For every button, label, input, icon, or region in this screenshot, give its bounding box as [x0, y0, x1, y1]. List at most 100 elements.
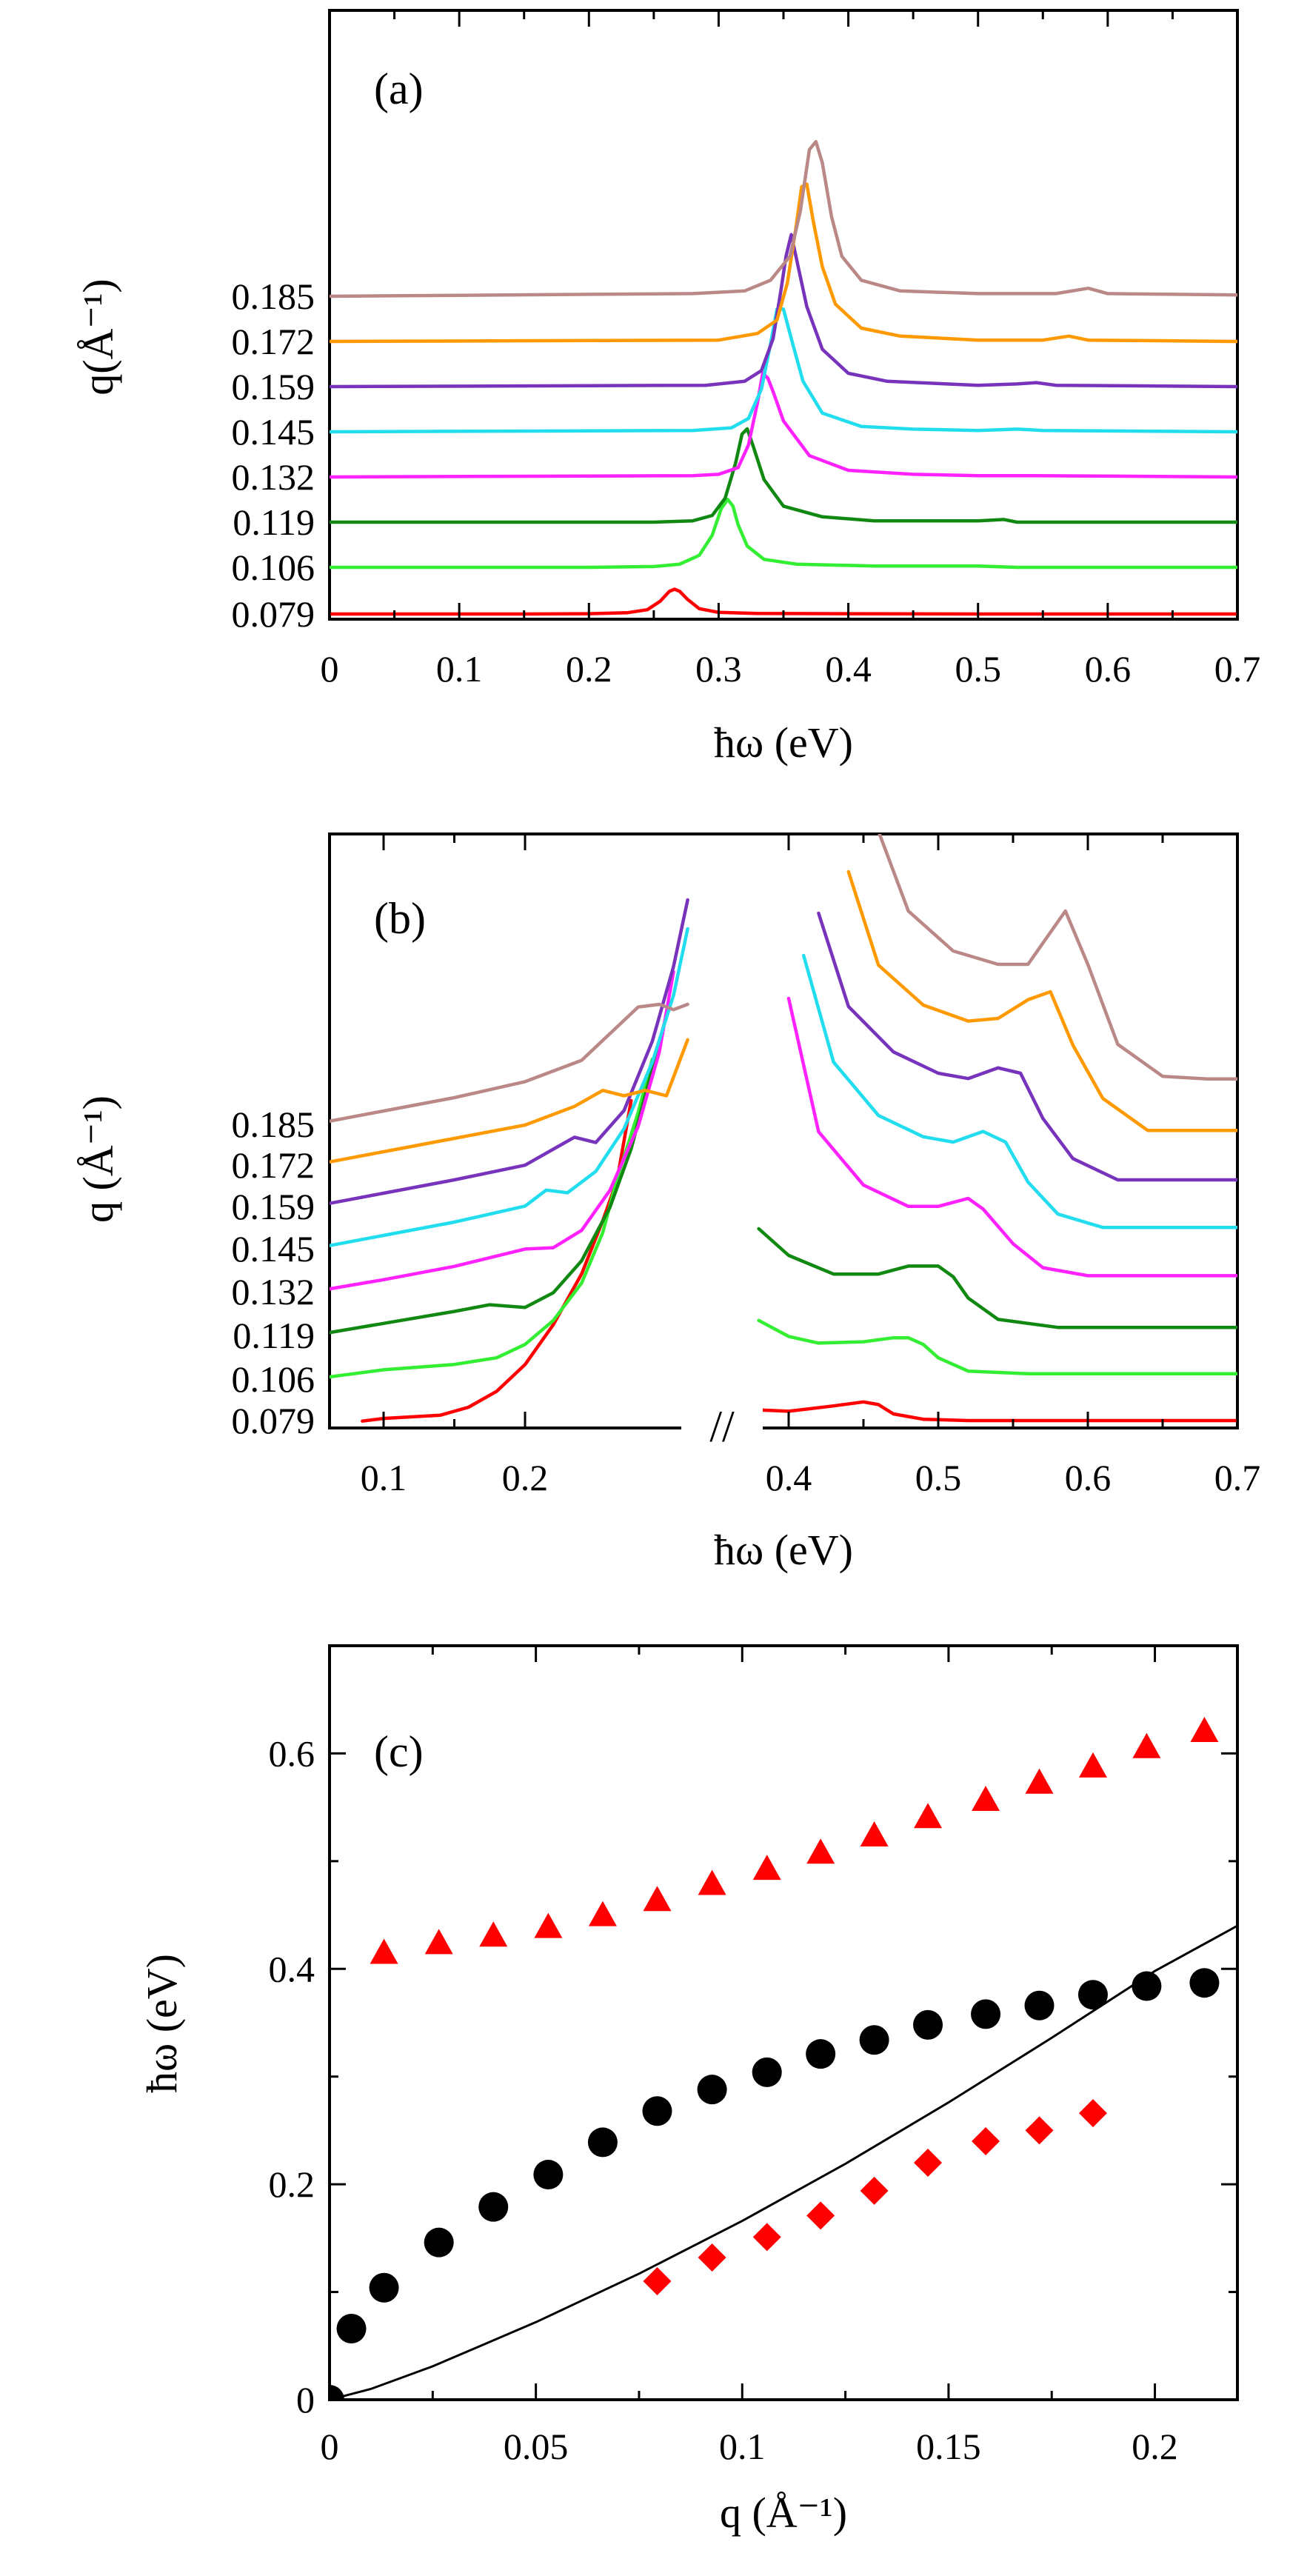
panel-b-curve-left-0.106: [330, 1057, 655, 1379]
panel-c-x-axis-label: q (Å⁻¹): [720, 2489, 847, 2537]
panel-c-frame: [328, 1644, 1239, 2401]
panel-a-curve-0.159: [330, 233, 1237, 389]
panel-c-triangle-point: [370, 1938, 398, 1964]
panel-b-curve-left-0.079: [361, 1098, 633, 1423]
panel-c-y-axis-label: ħω (eV): [138, 1954, 186, 2093]
panel-b-y-tick-label: 0.119: [233, 1315, 315, 1356]
panel-b-curve-left-0.159: [330, 898, 689, 1206]
panel-c-triangle-point: [424, 1929, 453, 1955]
panel-b: (b) 0.1 0.2 0.4 0.5 0.6 0.7 0.0790.1060.1190.…: [74, 832, 1261, 1574]
panel-a-curve-0.119: [330, 427, 1237, 524]
panel-b-curve-right-0.132: [786, 996, 1237, 1278]
panel-a: (a) 0 0.1 0.2 0.3 0.4 0.5 0.6 0.7 0.0790.1060.1…: [74, 9, 1260, 767]
panel-a-x-tick-label: 0.6: [1085, 648, 1132, 690]
panel-c-circle-point: [369, 2272, 399, 2303]
panel-c-diamond-point: [752, 2223, 781, 2252]
panel-c-circle-point: [1024, 1990, 1055, 2021]
panel-a-curve-0.172: [330, 182, 1237, 344]
panel-c-circle-point: [424, 2227, 454, 2258]
panel-b-x-tick-label: 0.2: [502, 1457, 549, 1498]
panel-b-curve-right-0.185: [878, 834, 1237, 1081]
panel-c-triangle-point: [914, 1803, 943, 1829]
panel-c-circle-point: [642, 2096, 672, 2126]
panel-b-curve-right-0.079: [757, 1400, 1237, 1423]
panel-c-circle-point: [336, 2314, 367, 2344]
panel-a-curve-0.145: [330, 307, 1237, 434]
panel-a-y-tick-label: 0.132: [232, 456, 315, 498]
axis-break-gap: [681, 1407, 763, 1449]
panel-c-triangle-point: [588, 1901, 617, 1926]
panel-c-diamond-point: [972, 2126, 1000, 2155]
panel-c-diamond-point: [914, 2149, 943, 2178]
panel-c-triangle-point: [1078, 1752, 1107, 1778]
panel-a-curve-0.185: [330, 139, 1237, 298]
panel-a-x-tick-label: 0.2: [566, 648, 612, 690]
panel-c-circle-point: [697, 2075, 727, 2105]
panel-c-diamond-point: [1025, 2116, 1054, 2145]
panel-b-curve-left-0.132: [330, 970, 675, 1291]
panel-a-curve-0.079: [330, 587, 1237, 616]
panel-b-curve-left-0.119: [330, 1013, 669, 1335]
panel-c-x-tick-label: 0.2: [1132, 2426, 1178, 2467]
panel-c-diamond-point: [806, 2201, 835, 2230]
panel-c-circle-point: [533, 2160, 564, 2190]
panel-b-curve-right-0.106: [757, 1318, 1237, 1376]
panel-b-curve-right-0.145: [801, 953, 1237, 1229]
panel-a-y-tick-label: 0.106: [232, 547, 315, 588]
panel-c-diamond-point: [643, 2267, 672, 2296]
panel-b-curve-right-0.119: [757, 1227, 1237, 1329]
panel-c-diamond-point: [1078, 2099, 1107, 2128]
panel-b-curve-left-0.145: [330, 927, 689, 1248]
panel-a-curves: [330, 139, 1237, 616]
panel-c-circle-point: [1132, 1971, 1162, 2001]
panel-a-y-tick-label: 0.172: [232, 321, 315, 362]
panel-c-x-tick-label: 0.1: [719, 2426, 766, 2467]
panel-c-circle-point: [913, 2009, 943, 2040]
panel-b-y-axis-label: q (Å⁻¹): [74, 1095, 122, 1223]
panel-b-y-tick-label: 0.132: [232, 1271, 315, 1312]
panel-c-triangle-point: [752, 1855, 781, 1881]
panel-c-circle-point: [587, 2127, 618, 2158]
panel-c-diamond-point: [698, 2243, 726, 2272]
panel-b-x-axis-label: ħω (eV): [714, 1526, 853, 1574]
panel-b-y-tick-label: 0.079: [232, 1400, 315, 1441]
panel-c-x-tick-label: 0.15: [916, 2426, 981, 2467]
panel-a-y-tick-label: 0.079: [232, 593, 315, 635]
panel-b-y-tick-label: 0.145: [232, 1228, 315, 1269]
panel-b-curve-left-0.185: [330, 1002, 689, 1124]
panel-b-label: (b): [374, 894, 426, 943]
panel-a-x-axis-label: ħω (eV): [714, 718, 853, 767]
panel-b-curves: [330, 834, 1237, 1423]
panel-c: (c) 0 0.05 0.1 0.15 0.2 0 0.2 0.4 0.6 q (Å⁻¹) ħω…: [138, 1644, 1239, 2537]
panel-c-circle-point: [859, 2025, 889, 2055]
axis-break-symbol: //: [709, 1402, 735, 1451]
panel-b-frame: [328, 832, 1239, 1429]
panel-a-y-tick-label: 0.159: [232, 366, 315, 407]
panel-a-x-tick-label: 0.1: [436, 648, 483, 690]
panel-b-x-tick-label: 0.1: [361, 1457, 407, 1498]
panel-c-circle-point: [1077, 1980, 1108, 2010]
panel-c-circle-point: [478, 2192, 509, 2222]
panel-a-x-tick-label: 0: [321, 648, 339, 690]
panel-b-x-tick-label: 0.7: [1214, 1457, 1261, 1498]
panel-c-y-tick-label: 0.2: [269, 2163, 315, 2205]
panel-c-x-tick-label: 0: [321, 2426, 339, 2467]
panel-c-triangle-point: [643, 1886, 672, 1912]
panel-a-curve-0.132: [330, 371, 1237, 479]
panel-a-x-tick-label: 0.3: [695, 648, 742, 690]
panel-c-y-tick-label: 0.4: [269, 1948, 315, 1989]
panel-c-triangle-point: [1132, 1732, 1161, 1758]
panel-c-y-tick-label: 0: [296, 2379, 315, 2420]
panel-c-marks: [330, 1716, 1237, 2400]
panel-b-x-tick-label: 0.4: [766, 1457, 812, 1498]
panel-c-triangle-point: [1025, 1768, 1054, 1794]
panel-c-y-tick-label: 0.6: [269, 1732, 315, 1774]
panel-b-x-tick-label: 0.5: [915, 1457, 962, 1498]
panel-c-x-tick-label: 0.05: [504, 2426, 569, 2467]
panel-a-y-tick-label: 0.119: [233, 501, 315, 543]
panel-b-curve-right-0.159: [817, 911, 1237, 1182]
panel-c-circle-point: [971, 1999, 1001, 2029]
